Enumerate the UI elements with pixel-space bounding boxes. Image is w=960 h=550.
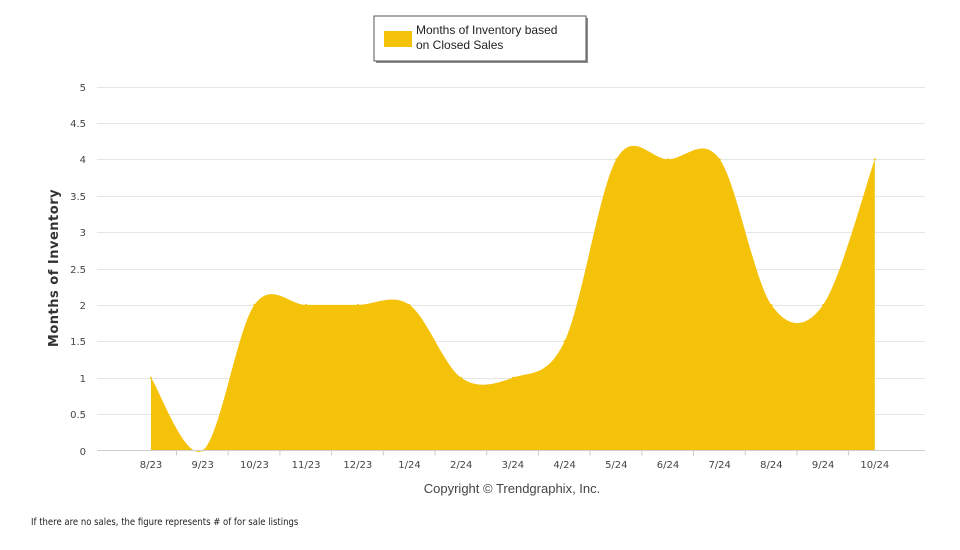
data-point <box>563 340 566 343</box>
legend-swatch <box>384 31 412 47</box>
data-point <box>511 376 514 379</box>
x-tick-label: 10/24 <box>860 460 889 471</box>
x-tick-label: 6/24 <box>657 460 679 471</box>
x-tick-label: 5/24 <box>605 460 627 471</box>
x-axis-ticks: 8/23 9/23 10/23 11/23 12/23 1/24 2/24 3/24 4/24 5… <box>140 450 889 471</box>
data-point <box>718 158 721 161</box>
x-tick-label: 12/23 <box>343 460 372 471</box>
y-tick-label: 4.5 <box>70 119 86 130</box>
y-tick-label: 0.5 <box>70 410 86 421</box>
data-point <box>150 376 152 379</box>
footnote: If there are no sales, the figure repres… <box>31 517 299 528</box>
x-tick-label: 9/24 <box>812 460 834 471</box>
y-tick-label: 3 <box>80 228 86 239</box>
y-tick-label: 1 <box>80 374 86 385</box>
x-tick-label: 7/24 <box>708 460 730 471</box>
data-point <box>615 158 618 161</box>
y-tick-label: 0 <box>80 447 86 458</box>
x-tick-label: 9/23 <box>191 460 213 471</box>
data-point <box>822 303 825 306</box>
y-axis-ticks: 0 0.5 1 1.5 2 2.5 3 3.5 4 4.5 5 <box>70 83 86 458</box>
y-tick-label: 2.5 <box>70 265 86 276</box>
x-tick-label: 4/24 <box>553 460 575 471</box>
series-area-layer <box>150 145 876 452</box>
y-tick-label: 5 <box>80 83 86 94</box>
x-tick-label: 10/23 <box>240 460 269 471</box>
x-tick-label: 11/23 <box>292 460 321 471</box>
x-axis-label: Copyright © Trendgraphix, Inc. <box>424 481 601 496</box>
data-point <box>356 303 359 306</box>
data-point <box>305 303 308 306</box>
x-tick-label: 1/24 <box>398 460 420 471</box>
series-area <box>151 145 875 452</box>
x-tick-label: 8/24 <box>760 460 782 471</box>
y-axis-label: Months of Inventory <box>47 189 62 347</box>
data-point <box>873 158 876 161</box>
x-tick-label: 8/23 <box>140 460 162 471</box>
x-tick-label: 2/24 <box>450 460 472 471</box>
data-point <box>408 303 411 306</box>
legend-label-line-2: on Closed Sales <box>416 38 503 52</box>
y-tick-label: 4 <box>80 155 86 166</box>
data-point <box>770 303 773 306</box>
data-point <box>460 376 463 379</box>
legend: Months of Inventory based on Closed Sale… <box>373 15 588 63</box>
legend-label-line-1: Months of Inventory based <box>416 23 557 37</box>
data-point <box>667 158 669 161</box>
data-point <box>253 303 256 306</box>
y-tick-label: 2 <box>80 301 86 312</box>
y-tick-label: 1.5 <box>70 337 86 348</box>
y-tick-label: 3.5 <box>70 192 86 203</box>
x-tick-label: 3/24 <box>502 460 524 471</box>
